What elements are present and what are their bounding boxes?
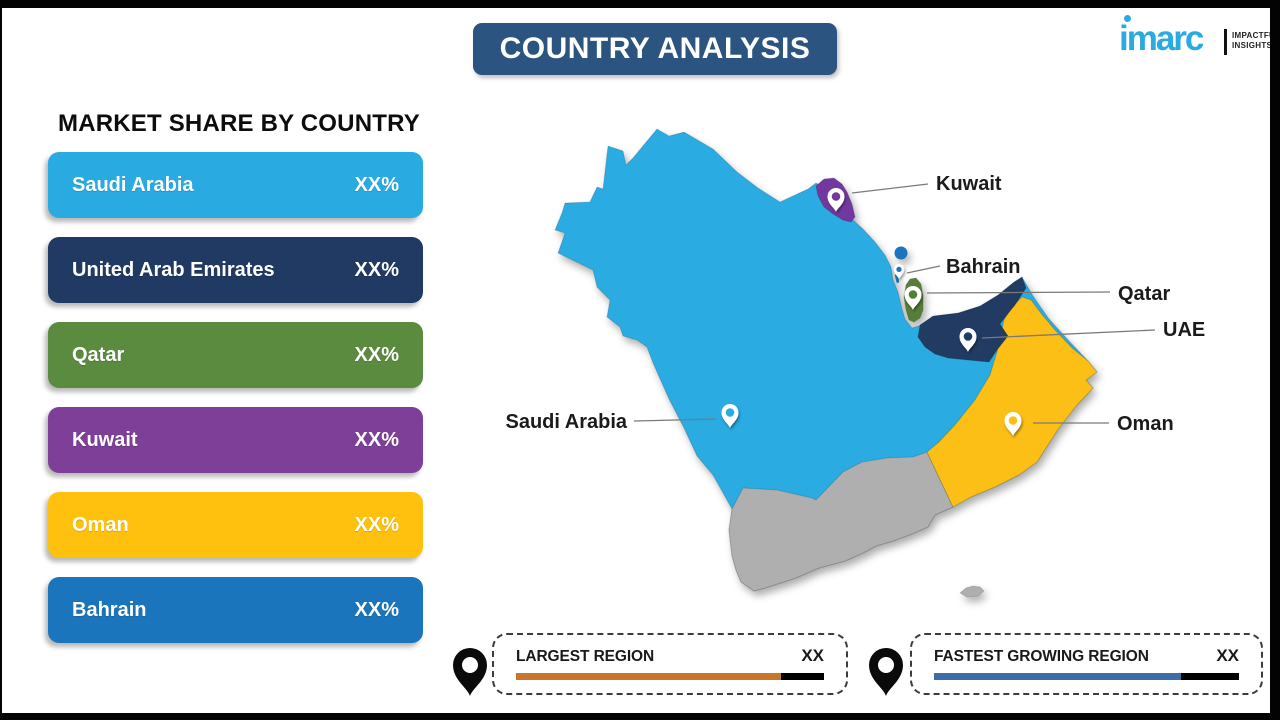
share-value: XX% (354, 173, 399, 196)
share-value: XX% (354, 258, 399, 281)
share-bar-saudi-arabia: Saudi Arabia XX% (48, 152, 423, 218)
share-bar-bahrain: Bahrain XX% (48, 577, 423, 643)
map-label-oman: Oman (1117, 413, 1174, 435)
logo-divider (1224, 29, 1227, 55)
share-bar-oman: Oman XX% (48, 492, 423, 558)
label-line-qatar (926, 291, 1111, 294)
region-socotra-island (959, 585, 985, 598)
largest-region-card: LARGEST REGION XX (492, 633, 848, 695)
uae-pin-icon (959, 328, 977, 352)
page-title-text: COUNTRY ANALYSIS (499, 32, 811, 65)
map-label-bahrain: Bahrain (946, 256, 1020, 278)
market-share-list: Saudi Arabia XX% United Arab Emirates XX… (48, 152, 423, 643)
qatar-pin-icon (904, 286, 922, 310)
frame-top (0, 0, 1280, 8)
share-bar-kuwait: Kuwait XX% (48, 407, 423, 473)
region-uae (917, 276, 1027, 363)
share-label: Saudi Arabia (72, 173, 194, 196)
share-label: Qatar (72, 343, 125, 366)
share-value: XX% (354, 513, 399, 536)
map-label-lines (633, 183, 1156, 424)
share-bar-qatar: Qatar XX% (48, 322, 423, 388)
imarc-logo: imarc IMPACTFUL INSIGHTS (1106, 12, 1280, 64)
share-value: XX% (354, 343, 399, 366)
largest-region-pin-icon (453, 648, 487, 696)
fastest-region-card: FASTEST GROWING REGION XX (910, 633, 1263, 695)
label-line-kuwait (851, 183, 929, 194)
largest-region-value: XX (801, 646, 824, 665)
logo-tagline: IMPACTFUL INSIGHTS (1232, 31, 1280, 51)
share-label: United Arab Emirates (72, 258, 275, 281)
label-line-saudi (633, 418, 717, 422)
fastest-region-label: FASTEST GROWING REGION (934, 648, 1149, 665)
share-label: Kuwait (72, 428, 138, 451)
fastest-region-pin-icon (869, 648, 903, 696)
logo-tagline-line1: IMPACTFUL (1232, 31, 1280, 40)
largest-region-bar (516, 673, 824, 680)
gulf-map: Kuwait Bahrain Qatar UAE Saudi Arabia Om… (505, 128, 1205, 598)
region-bahrain-island (894, 246, 908, 260)
label-line-uae (981, 329, 1156, 339)
share-value: XX% (354, 428, 399, 451)
fastest-region-bar (934, 673, 1239, 680)
fastest-region-bar-fill (934, 673, 1182, 680)
largest-region-label: LARGEST REGION (516, 648, 655, 665)
share-value: XX% (354, 598, 399, 621)
share-bar-united-arab-emirates: United Arab Emirates XX% (48, 237, 423, 303)
saudi-pin-icon (721, 404, 739, 428)
map-labels: Kuwait Bahrain Qatar UAE Saudi Arabia Om… (505, 173, 1205, 435)
oman-pin-icon (1004, 412, 1022, 436)
region-oman (926, 296, 1098, 508)
frame-left (0, 0, 2, 720)
logo-i-dot-icon (1124, 15, 1131, 22)
market-share-heading: MARKET SHARE BY COUNTRY (58, 110, 420, 137)
frame-right (1270, 0, 1280, 720)
page-title: COUNTRY ANALYSIS (473, 23, 837, 75)
frame-bottom (0, 713, 1280, 720)
region-yemen (728, 451, 954, 592)
logo-tagline-line2: INSIGHTS (1232, 41, 1273, 50)
bahrain-pin-icon (893, 264, 905, 279)
map-pins (721, 188, 1022, 436)
map-label-qatar: Qatar (1118, 283, 1170, 305)
label-line-bahrain (906, 265, 941, 274)
map-label-saudi: Saudi Arabia (505, 411, 627, 433)
kuwait-pin-icon (827, 188, 845, 212)
largest-region-bar-fill (516, 673, 781, 680)
share-label: Bahrain (72, 598, 147, 621)
map-label-uae: UAE (1163, 319, 1205, 341)
logo-brand-text: imarc (1119, 19, 1204, 58)
share-label: Oman (72, 513, 129, 536)
fastest-region-value: XX (1216, 646, 1239, 665)
map-label-kuwait: Kuwait (936, 173, 1002, 195)
